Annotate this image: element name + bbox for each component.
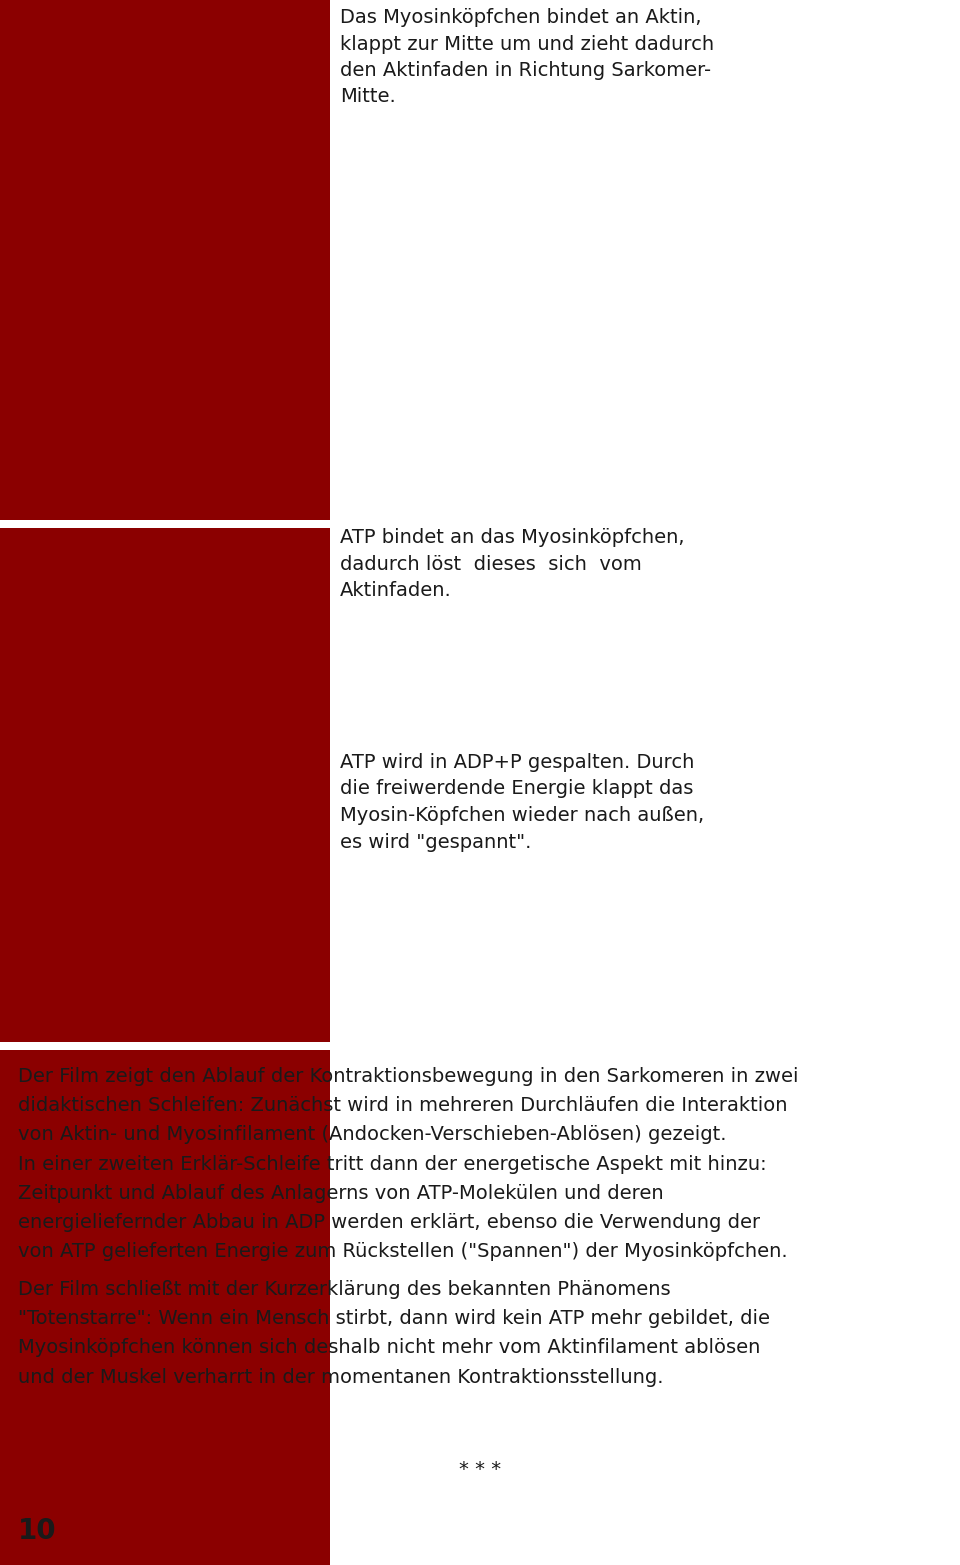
Text: von Aktin- und Myosinfilament (Andocken-Verschieben-Ablösen) gezeigt.: von Aktin- und Myosinfilament (Andocken-… [18,1125,727,1144]
Text: energieliefernder Abbau in ADP werden erklärt, ebenso die Verwendung der: energieliefernder Abbau in ADP werden er… [18,1213,760,1232]
Text: von ATP gelieferten Energie zum Rückstellen ("Spannen") der Myosinköpfchen.: von ATP gelieferten Energie zum Rückstel… [18,1243,787,1261]
Text: 10: 10 [18,1516,57,1545]
Text: Der Film zeigt den Ablauf der Kontraktionsbewegung in den Sarkomeren in zwei: Der Film zeigt den Ablauf der Kontraktio… [18,1067,799,1086]
Text: Der Film schließt mit der Kurzerklärung des bekannten Phänomens: Der Film schließt mit der Kurzerklärung … [18,1280,671,1299]
Text: * * *: * * * [459,1460,501,1479]
Bar [0,1050,330,1565]
Text: didaktischen Schleifen: Zunächst wird in mehreren Durchläufen die Interaktion: didaktischen Schleifen: Zunächst wird in… [18,1096,787,1116]
Text: ATP bindet an das Myosinköpfchen,
dadurch löst  dieses  sich  vom
Aktinfaden.: ATP bindet an das Myosinköpfchen, dadurc… [340,527,684,599]
Text: In einer zweiten Erklär-Schleife tritt dann der energetische Aspekt mit hinzu:: In einer zweiten Erklär-Schleife tritt d… [18,1155,767,1174]
Text: "Totenstarre": Wenn ein Mensch stirbt, dann wird kein ATP mehr gebildet, die: "Totenstarre": Wenn ein Mensch stirbt, d… [18,1310,770,1329]
Text: Myosinköpfchen können sich deshalb nicht mehr vom Aktinfilament ablösen: Myosinköpfchen können sich deshalb nicht… [18,1338,760,1357]
Text: Zeitpunkt und Ablauf des Anlagerns von ATP-Molekülen und deren: Zeitpunkt und Ablauf des Anlagerns von A… [18,1183,663,1202]
Bar [0,0,330,520]
Text: und der Muskel verharrt in der momentanen Kontraktionsstellung.: und der Muskel verharrt in der momentane… [18,1368,663,1387]
Bar [0,527,330,1042]
Text: Das Myosinköpfchen bindet an Aktin,
klappt zur Mitte um und zieht dadurch
den Ak: Das Myosinköpfchen bindet an Aktin, klap… [340,8,714,106]
Text: ATP wird in ADP+P gespalten. Durch
die freiwerdende Energie klappt das
Myosin-Kö: ATP wird in ADP+P gespalten. Durch die f… [340,753,704,851]
